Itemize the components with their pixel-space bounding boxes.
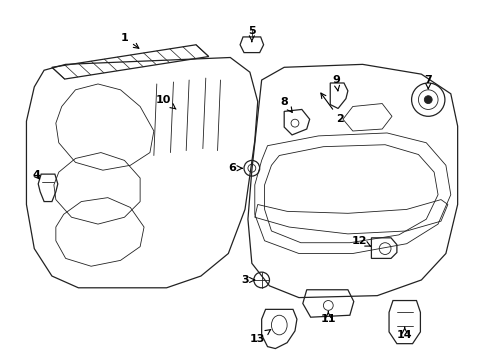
Text: 10: 10 [156, 95, 176, 109]
Text: 9: 9 [331, 75, 339, 91]
Text: 14: 14 [396, 327, 412, 340]
Text: 1: 1 [121, 33, 139, 48]
Text: 13: 13 [249, 329, 270, 344]
Text: 7: 7 [424, 75, 431, 89]
Circle shape [424, 96, 431, 104]
Text: 8: 8 [280, 96, 292, 112]
Text: 12: 12 [351, 236, 370, 246]
Text: 6: 6 [228, 163, 242, 173]
Text: 3: 3 [241, 275, 254, 285]
Text: 2: 2 [320, 93, 343, 124]
Text: 11: 11 [320, 311, 335, 324]
Text: 4: 4 [32, 170, 40, 180]
Text: 5: 5 [247, 26, 255, 42]
